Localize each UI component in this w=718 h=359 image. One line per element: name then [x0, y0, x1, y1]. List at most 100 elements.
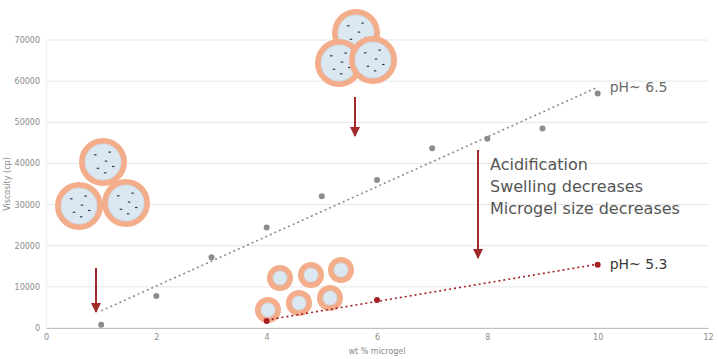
x-tick-label: 2	[154, 333, 159, 342]
microgel	[286, 290, 312, 316]
charge	[104, 172, 107, 173]
microgel	[79, 138, 127, 186]
charge	[135, 207, 138, 208]
microgel-shell	[349, 36, 397, 84]
point	[595, 262, 601, 268]
microgel-core	[261, 303, 275, 317]
y-tick: 70000	[15, 36, 46, 45]
point	[374, 177, 380, 183]
charge	[131, 193, 134, 194]
chart: 0 2 4 6 8 10 12 0 10000 20000 30000 40000 50000 60000…	[0, 0, 718, 359]
microgel	[328, 257, 354, 283]
y-tick: 10000	[15, 283, 46, 292]
charge	[340, 73, 343, 74]
arrow	[354, 97, 356, 136]
charge	[97, 168, 100, 169]
charge	[120, 209, 123, 210]
charge	[127, 213, 129, 214]
microgel-core	[273, 271, 287, 285]
microgel-shell	[328, 257, 354, 283]
microgel-shell	[102, 179, 150, 227]
charge	[80, 216, 83, 217]
charge	[358, 31, 361, 32]
charge	[88, 210, 91, 211]
charge	[108, 152, 111, 153]
microgel	[267, 265, 293, 291]
trend-line	[267, 264, 598, 320]
annotation: Microgel size decreases	[490, 199, 680, 218]
y-axis: 0 10000 20000 30000 40000 50000 60000 70000	[15, 36, 47, 333]
microgel-core	[355, 42, 391, 78]
microgel-shell	[298, 262, 324, 288]
microgel-shell	[55, 182, 103, 230]
x-axis: 0 2 4 6 8 10 12	[44, 328, 714, 342]
microgel-shell	[317, 285, 343, 311]
x-tick-label: 4	[265, 333, 270, 342]
y-tick-label: 70000	[15, 36, 40, 45]
y-tick-label: 60000	[15, 77, 40, 86]
point	[429, 145, 435, 151]
charge	[117, 195, 120, 196]
point	[264, 318, 270, 324]
y-tick: 20000	[15, 242, 46, 251]
charge	[361, 23, 364, 24]
microgel-core	[85, 144, 121, 180]
series-points	[264, 262, 601, 324]
annotation: Swelling decreases	[490, 177, 643, 196]
charge	[374, 70, 377, 71]
charge	[375, 58, 378, 59]
x-axis-title: wt % microgel	[348, 347, 405, 356]
arrow	[95, 268, 97, 312]
microgel-core	[108, 185, 144, 221]
charge	[128, 202, 131, 203]
charge	[94, 154, 97, 155]
point	[540, 125, 546, 131]
microgel-shell	[267, 265, 293, 291]
y-tick-label: 50000	[15, 118, 40, 127]
x-tick: 2	[154, 328, 159, 342]
y-tick: 40000	[15, 159, 46, 168]
series-label: pH~ 6.5	[610, 79, 668, 95]
point	[264, 225, 270, 231]
x-tick-label: 12	[703, 333, 713, 342]
microgel-core	[334, 263, 348, 277]
x-tick: 0	[44, 328, 49, 342]
charge	[70, 198, 73, 199]
x-tick: 10	[593, 328, 603, 342]
microgel-core	[304, 268, 318, 282]
y-tick: 30000	[15, 201, 46, 210]
charge	[350, 39, 353, 40]
microgel-core	[292, 296, 306, 310]
charge	[81, 205, 84, 206]
microgel	[317, 285, 343, 311]
charge	[73, 212, 76, 213]
microgel-core	[323, 291, 337, 305]
series-label: pH~ 5.3	[610, 256, 668, 272]
x-tick: 4	[265, 328, 270, 342]
y-tick: 50000	[15, 118, 46, 127]
y-tick-label: 20000	[15, 242, 40, 251]
y-axis-title: Viscosity (cp)	[3, 157, 12, 211]
grid-line	[46, 163, 708, 164]
point	[595, 90, 601, 96]
grid-line	[46, 328, 708, 329]
y-axis-line	[46, 41, 47, 329]
x-tick-label: 6	[375, 333, 380, 342]
x-tick-label: 8	[485, 333, 490, 342]
microgel-shell	[79, 138, 127, 186]
charge	[341, 61, 344, 62]
grid-line	[46, 122, 708, 123]
x-tick: 6	[375, 328, 380, 342]
y-tick: 60000	[15, 77, 46, 86]
charge	[364, 52, 367, 53]
charge	[112, 166, 115, 167]
x-tick: 12	[703, 328, 713, 342]
y-tick: 0	[35, 324, 46, 333]
arrow	[477, 150, 479, 258]
charge	[382, 64, 385, 65]
charge	[367, 66, 370, 67]
microgel	[102, 179, 150, 227]
microgel	[55, 182, 103, 230]
microgel-shell	[286, 290, 312, 316]
charge	[333, 69, 336, 70]
